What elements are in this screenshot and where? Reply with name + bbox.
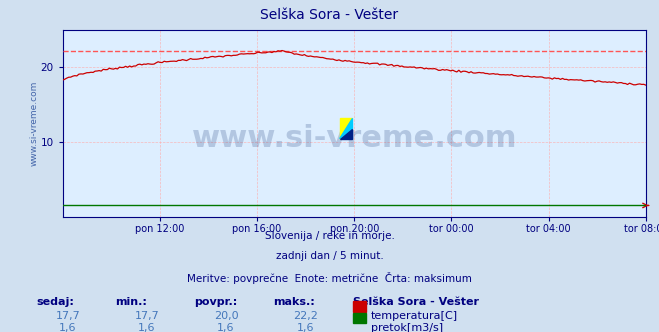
Text: min.:: min.:	[115, 297, 147, 307]
Text: Selška Sora - Vešter: Selška Sora - Vešter	[353, 297, 478, 307]
Text: 17,7: 17,7	[55, 311, 80, 321]
Y-axis label: www.si-vreme.com: www.si-vreme.com	[30, 81, 39, 166]
Text: Slovenija / reke in morje.: Slovenija / reke in morje.	[264, 231, 395, 241]
Text: 1,6: 1,6	[297, 323, 314, 332]
Text: temperatura[C]: temperatura[C]	[371, 311, 458, 321]
Text: 1,6: 1,6	[138, 323, 156, 332]
Text: zadnji dan / 5 minut.: zadnji dan / 5 minut.	[275, 251, 384, 261]
Polygon shape	[339, 119, 353, 139]
Text: 1,6: 1,6	[217, 323, 235, 332]
Text: 1,6: 1,6	[59, 323, 76, 332]
Text: 20,0: 20,0	[214, 311, 239, 321]
Polygon shape	[339, 128, 353, 139]
Polygon shape	[339, 119, 353, 139]
Text: maks.:: maks.:	[273, 297, 315, 307]
Text: 22,2: 22,2	[293, 311, 318, 321]
Text: sedaj:: sedaj:	[36, 297, 74, 307]
Text: 17,7: 17,7	[134, 311, 159, 321]
Text: www.si-vreme.com: www.si-vreme.com	[192, 124, 517, 153]
Text: Meritve: povprečne  Enote: metrične  Črta: maksimum: Meritve: povprečne Enote: metrične Črta:…	[187, 272, 472, 284]
Text: povpr.:: povpr.:	[194, 297, 238, 307]
Text: pretok[m3/s]: pretok[m3/s]	[371, 323, 443, 332]
Text: Selška Sora - Vešter: Selška Sora - Vešter	[260, 8, 399, 22]
